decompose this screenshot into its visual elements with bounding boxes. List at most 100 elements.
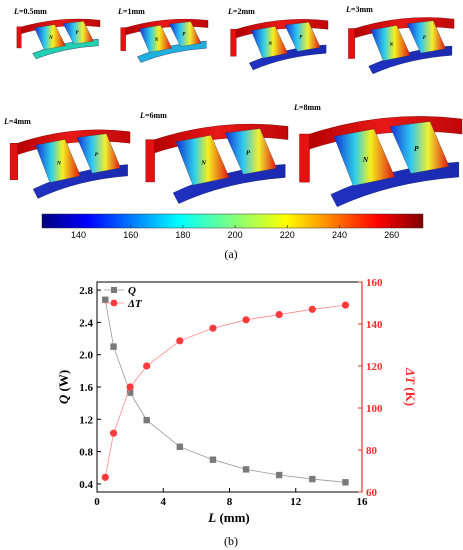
x-tick-label: 16	[357, 496, 369, 508]
render-label: L=0.5mm	[13, 7, 47, 16]
hot-end-block	[145, 139, 155, 183]
p-leg	[284, 22, 321, 52]
render-label-var: L	[345, 5, 351, 14]
render-label: L=8mm	[293, 103, 321, 112]
x-tick-label: 12	[290, 496, 302, 508]
colorbar	[41, 213, 424, 229]
y-left-tick-label: 1.2	[79, 414, 93, 426]
y-right-axis-label: ΔT (K)	[403, 367, 418, 406]
render-label-value: =1mm	[123, 7, 145, 16]
render-label: L=6mm	[139, 111, 167, 120]
legend-label: Q	[128, 285, 136, 297]
data-point-q	[102, 296, 109, 303]
p-leg-label: P	[95, 152, 99, 158]
render-4: L=3mm N P	[345, 5, 455, 75]
data-point-q	[110, 343, 117, 350]
p-leg	[169, 21, 202, 47]
hot-end-block	[348, 28, 355, 59]
panel-a-caption: (a)	[224, 247, 237, 261]
y-left-axis-label-var: Q	[56, 394, 71, 404]
render-3: L=2mm N P	[227, 7, 329, 71]
data-point-dt	[143, 362, 151, 370]
n-leg	[175, 135, 230, 186]
x-tick-label: 0	[94, 496, 100, 508]
colorbar-tick-label: 180	[175, 230, 190, 240]
data-point-dt	[275, 310, 283, 319]
render-label-var: L	[139, 111, 145, 120]
colorbar-tick-label: 200	[228, 230, 243, 240]
y-left-axis-label: Q (W)	[56, 370, 71, 404]
n-leg	[333, 128, 396, 186]
p-leg-label: P	[423, 36, 427, 41]
data-point-dt	[341, 301, 350, 309]
render-label-value: =2mm	[233, 7, 255, 16]
data-point-q	[209, 456, 217, 463]
y-left-tick-label: 0.8	[79, 447, 93, 459]
data-point-dt	[242, 316, 250, 324]
y-left-tick-label: 2.8	[79, 285, 93, 297]
y-right-tick-label: 140	[366, 319, 383, 331]
colorbar-tick-label: 220	[280, 230, 295, 240]
n-leg-label: N	[154, 38, 159, 43]
x-axis-label: L (mm)	[207, 510, 250, 525]
data-point-q	[242, 466, 250, 473]
series-layer	[101, 296, 350, 486]
render-label-var: L	[3, 117, 9, 126]
data-point-q	[126, 389, 134, 396]
colorbar-tick-label: 140	[71, 230, 86, 240]
data-point-dt	[101, 473, 109, 481]
p-leg-label: P	[246, 149, 251, 156]
render-label-value: =3mm	[351, 5, 373, 14]
plot-area-frame	[96, 281, 363, 493]
render-label: L=4mm	[3, 117, 31, 126]
legend-label: ΔT	[127, 298, 143, 310]
n-leg	[138, 25, 173, 53]
x-tick-label: 4	[161, 496, 167, 508]
data-point-q	[275, 471, 283, 479]
render-6: L=6mm N P	[139, 111, 289, 204]
p-leg	[406, 20, 446, 54]
data-point-dt	[109, 429, 118, 437]
render-label-var: L	[293, 103, 299, 112]
y-right-axis-ticks: 60 80 100 120 140 160	[358, 277, 383, 499]
y-right-axis-label-unit: (K)	[403, 384, 418, 406]
y-left-tick-label: 2.0	[79, 350, 93, 362]
legend: QΔT	[104, 285, 143, 310]
p-leg-label: P	[299, 36, 303, 41]
colorbar-tick-label: 240	[332, 230, 347, 240]
p-leg-label: P	[75, 31, 79, 36]
render-label-value: =8mm	[299, 103, 321, 112]
render-label-value: =0.5mm	[19, 7, 47, 16]
n-leg-label: N	[56, 161, 62, 167]
series-line-2	[104, 304, 346, 478]
render-label-var: L	[117, 7, 123, 16]
p-leg-label: P	[414, 144, 419, 153]
y-left-tick-label: 2.4	[79, 317, 93, 329]
render-2: L=1mm N P	[117, 7, 209, 63]
n-leg-label: N	[389, 43, 394, 48]
y-left-tick-label: 0.4	[79, 479, 93, 491]
n-leg-label: N	[267, 42, 272, 47]
render-5: L=4mm N P	[3, 117, 131, 199]
p-leg	[76, 133, 121, 174]
data-point-dt	[126, 383, 134, 391]
data-point-dt	[176, 337, 184, 345]
data-point-dt	[308, 305, 316, 313]
n-leg-label: N	[48, 36, 53, 41]
render-7: L=8mm N P	[293, 103, 463, 208]
series-line-1	[104, 299, 346, 483]
render-1: L=0.5mm N P	[13, 7, 101, 60]
y-right-tick-label: 80	[366, 445, 378, 457]
n-leg	[34, 24, 66, 50]
y-right-tick-label: 60	[366, 487, 378, 499]
data-point-q	[309, 475, 316, 483]
y-left-tick-label: 1.6	[79, 382, 93, 394]
hot-end-block	[120, 27, 126, 51]
data-point-q	[176, 443, 184, 450]
x-tick-label: 8	[227, 496, 233, 508]
data-point-q	[143, 416, 150, 424]
render-label-var: L	[13, 7, 19, 16]
p-leg	[389, 121, 450, 174]
render-label-value: =6mm	[145, 111, 167, 120]
